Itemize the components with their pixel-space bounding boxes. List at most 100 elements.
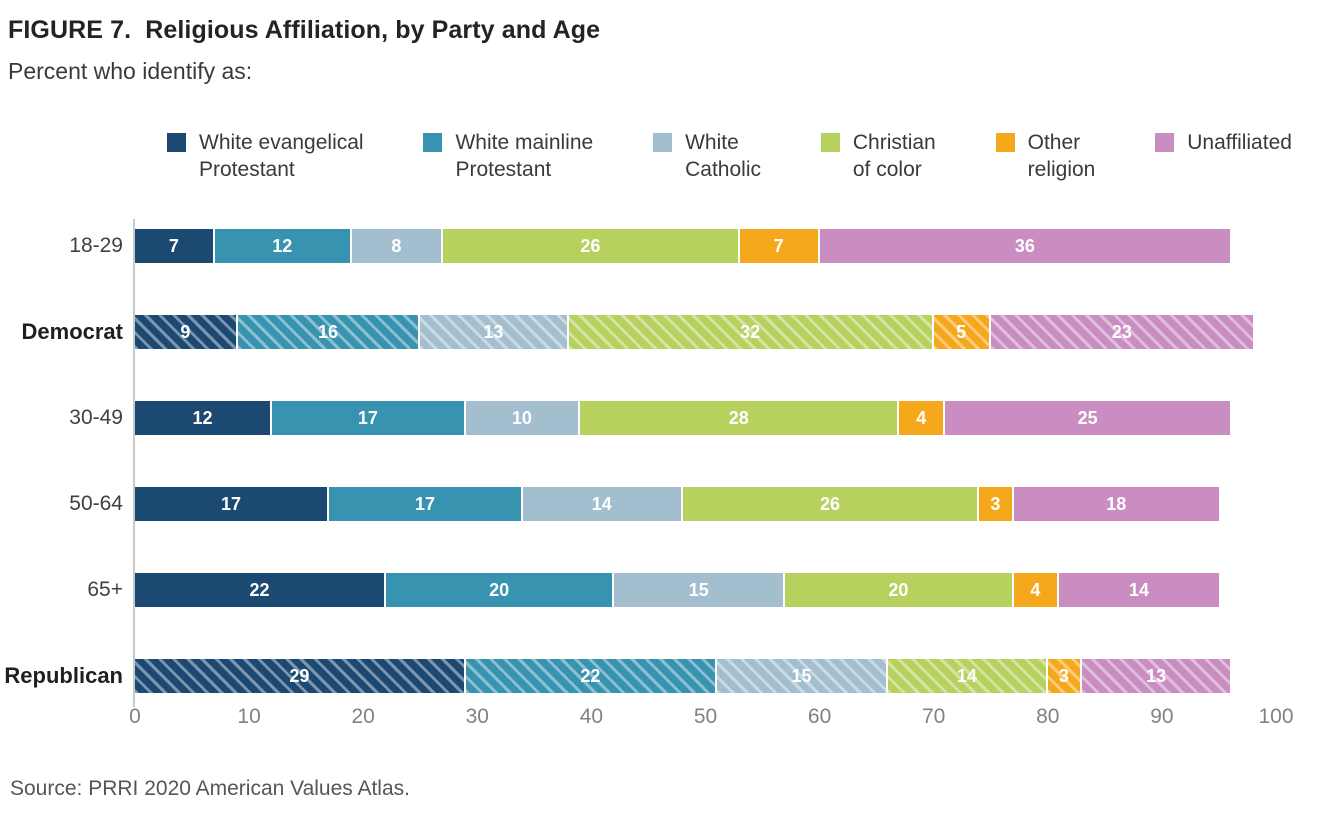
bar-row: 50-64 17 17 14 26 3 18 xyxy=(0,487,1332,521)
bar-segment: 23 xyxy=(990,315,1254,349)
legend-label: White Catholic xyxy=(685,129,761,183)
bar-segment: 3 xyxy=(979,487,1014,521)
bar-segment: 28 xyxy=(579,401,900,435)
bar-value-label: 14 xyxy=(591,493,612,514)
bar-segment: 4 xyxy=(1013,573,1060,607)
legend-label-line: White evangelical xyxy=(199,131,364,154)
bar-row: Republican 29 22 15 14 3 13 xyxy=(0,659,1332,693)
bar-segment: 3 xyxy=(1047,659,1082,693)
figure: FIGURE 7. Religious Affiliation, by Part… xyxy=(0,16,1332,800)
x-axis-tick-label: 10 xyxy=(237,705,261,728)
legend: White evangelical Protestant White mainlin… xyxy=(167,129,1292,187)
x-axis-tick-label: 0 xyxy=(129,705,141,728)
legend-label: Unaffiliated xyxy=(1187,129,1292,156)
bar-track: 17 17 14 26 3 18 xyxy=(135,487,1276,521)
legend-label-line: Unaffiliated xyxy=(1187,131,1292,154)
bar-value-label: 26 xyxy=(819,493,841,514)
bar-value-label: 9 xyxy=(180,321,191,342)
figure-title: FIGURE 7. Religious Affiliation, by Part… xyxy=(8,16,601,44)
bar-value-label: 36 xyxy=(1014,235,1035,256)
x-axis-tick-label: 60 xyxy=(807,705,832,728)
bar-segment: 22 xyxy=(465,659,717,693)
legend-label-line: Christian xyxy=(852,131,936,154)
bar-track: 22 20 15 20 4 14 xyxy=(135,573,1276,607)
bar-value-label: 4 xyxy=(1030,579,1041,600)
x-axis-tick-label: 20 xyxy=(351,705,375,728)
x-axis-tick-label: 50 xyxy=(693,705,718,728)
bar-value-label: 15 xyxy=(688,579,709,600)
bar-segment: 14 xyxy=(1059,573,1219,607)
bar-segment: 16 xyxy=(237,315,421,349)
figure-subtitle: Percent who identify as: xyxy=(8,58,253,84)
y-axis-line xyxy=(133,219,135,707)
legend-item: Unaffiliated xyxy=(1155,129,1292,156)
bar-value-label: 18 xyxy=(1106,493,1127,514)
bar-value-label: 5 xyxy=(956,321,967,342)
bar-row: 30-49 12 17 10 28 4 25 xyxy=(0,401,1332,435)
row-label: 65+ xyxy=(87,578,123,601)
bar-segment: 12 xyxy=(135,401,272,435)
bar-track: 12 17 10 28 4 25 xyxy=(135,401,1276,435)
bar-value-label: 3 xyxy=(990,493,1001,514)
bar-value-label: 17 xyxy=(357,407,378,428)
bar-value-label: 7 xyxy=(168,235,179,256)
bar-value-label: 17 xyxy=(414,493,435,514)
bar-segment: 26 xyxy=(682,487,980,521)
legend-label: White evangelical Protestant xyxy=(199,129,364,183)
bar-value-label: 8 xyxy=(391,235,402,256)
bar-segment: 4 xyxy=(899,401,946,435)
bar-value-label: 13 xyxy=(483,321,504,342)
bar-segment: 13 xyxy=(1081,659,1231,693)
legend-swatch xyxy=(653,133,673,152)
bar-track: 7 12 8 26 7 36 xyxy=(135,229,1276,263)
x-axis-tick-label: 100 xyxy=(1258,705,1294,728)
legend-label: White mainline Protestant xyxy=(455,129,593,183)
bar-segment: 13 xyxy=(420,315,569,349)
legend-item: Other religion xyxy=(995,129,1095,183)
bar-value-label: 13 xyxy=(1146,665,1167,686)
row-label: 50-64 xyxy=(69,492,123,515)
bar-value-label: 17 xyxy=(220,493,241,514)
bar-segment: 29 xyxy=(135,659,466,693)
row-label: 18-29 xyxy=(69,234,123,257)
bar-segment: 26 xyxy=(443,229,740,263)
bar-track: 9 16 13 32 5 23 xyxy=(135,315,1276,349)
bar-segment: 10 xyxy=(465,401,580,435)
bar-value-label: 7 xyxy=(773,235,784,256)
bar-segment: 15 xyxy=(614,573,786,607)
bar-segment: 14 xyxy=(888,659,1048,693)
bar-row: 18-29 7 12 8 26 7 36 xyxy=(0,229,1332,263)
legend-label-line: Protestant xyxy=(455,158,552,181)
bar-row: Democrat 9 16 13 32 5 23 xyxy=(0,315,1332,349)
bar-value-label: 14 xyxy=(956,665,977,686)
bar-segment: 7 xyxy=(739,229,820,263)
bar-value-label: 28 xyxy=(728,407,749,428)
bar-segment: 20 xyxy=(386,573,615,607)
bar-segment: 14 xyxy=(522,487,683,521)
bar-value-label: 12 xyxy=(192,407,213,428)
legend-label: Christian of color xyxy=(853,129,936,183)
bar-segment: 17 xyxy=(135,487,329,521)
legend-item: White Catholic xyxy=(653,129,761,183)
legend-label-line: White xyxy=(685,131,739,154)
row-label: Democrat xyxy=(21,319,123,344)
legend-label-line: Catholic xyxy=(685,158,761,181)
legend-label-line: White mainline xyxy=(455,131,594,154)
bar-value-label: 10 xyxy=(511,407,532,428)
bar-value-label: 3 xyxy=(1058,665,1069,686)
bar-value-label: 25 xyxy=(1077,407,1098,428)
stacked-bar-chart: 18-29 7 12 8 26 7 36 Democrat 9 16 13 32 5 23 30-49 12 1… xyxy=(0,219,1332,731)
bar-segment: 25 xyxy=(945,401,1231,435)
x-axis-tick-label: 90 xyxy=(1150,705,1174,728)
row-label: 30-49 xyxy=(69,406,123,429)
legend-item: White evangelical Protestant xyxy=(167,129,364,183)
bar-segment: 7 xyxy=(135,229,215,263)
bar-segment: 36 xyxy=(819,229,1231,263)
bar-value-label: 29 xyxy=(289,665,310,686)
row-label: Republican xyxy=(4,663,123,688)
bar-row: 65+ 22 20 15 20 4 14 xyxy=(0,573,1332,607)
bar-rows: 18-29 7 12 8 26 7 36 Democrat 9 16 13 32 5 23 30-49 12 1… xyxy=(0,219,1332,707)
bar-segment: 12 xyxy=(214,229,352,263)
bar-value-label: 32 xyxy=(740,321,761,342)
bar-segment: 17 xyxy=(328,487,523,521)
